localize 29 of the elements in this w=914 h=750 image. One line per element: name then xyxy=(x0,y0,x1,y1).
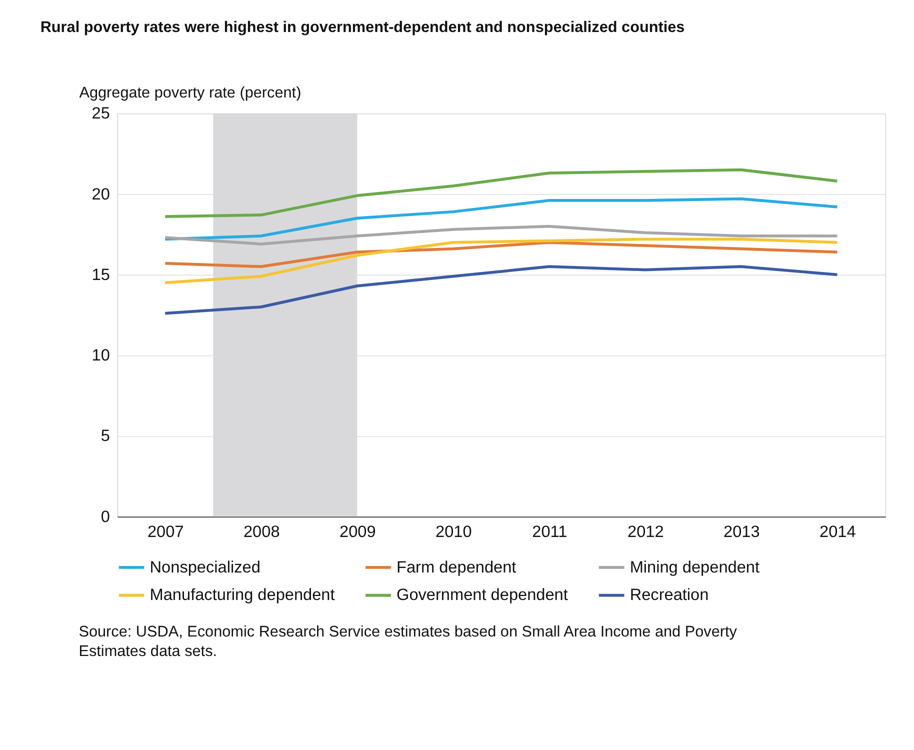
legend-label: Government dependent xyxy=(396,586,568,604)
legend-label: Recreation xyxy=(630,586,709,604)
y-tick-label: 10 xyxy=(92,346,110,365)
line-series xyxy=(164,238,839,284)
line-series xyxy=(164,224,839,246)
y-tick-label: 5 xyxy=(100,427,110,446)
y-tick-label: 0 xyxy=(100,508,110,526)
chart-title: Rural poverty rates were highest in government-dependent and nonspecialized counties xyxy=(40,18,685,36)
legend-label: Mining dependent xyxy=(630,558,760,576)
x-tick-label: 2011 xyxy=(532,523,568,542)
y-tick-label: 15 xyxy=(92,266,110,284)
y-axis-title: Aggregate poverty rate (percent) xyxy=(79,84,302,102)
x-tick-label: 2009 xyxy=(339,523,376,542)
x-tick-label: 2013 xyxy=(724,523,760,542)
y-tick-label: 25 xyxy=(92,104,110,123)
line-series xyxy=(164,197,839,241)
y-tick-label: 20 xyxy=(92,185,110,204)
x-tick-label: 2010 xyxy=(435,523,472,542)
line-series xyxy=(164,240,839,268)
line-series xyxy=(164,168,839,218)
legend-label: Nonspecialized xyxy=(150,558,260,576)
x-tick-label: 2014 xyxy=(820,523,856,542)
line-series xyxy=(164,265,839,315)
legend-label: Manufacturing dependent xyxy=(150,586,336,604)
source-note: Source: USDA, Economic Research Service estimates based on Small Area Income and Poverty Estimates data sets. xyxy=(78,624,738,660)
x-tick-label: 2008 xyxy=(243,523,280,542)
x-tick-label: 2007 xyxy=(147,523,184,542)
x-tick-label: 2012 xyxy=(628,523,664,542)
legend-label: Farm dependent xyxy=(396,558,517,576)
